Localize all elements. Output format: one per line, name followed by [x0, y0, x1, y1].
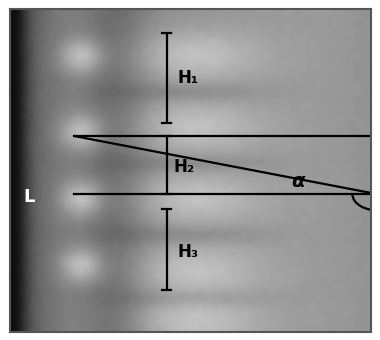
- Text: H₃: H₃: [177, 243, 198, 261]
- Text: H₁: H₁: [177, 69, 198, 87]
- Text: H₂: H₂: [174, 158, 195, 176]
- Text: α: α: [291, 172, 305, 191]
- Text: L: L: [24, 188, 35, 206]
